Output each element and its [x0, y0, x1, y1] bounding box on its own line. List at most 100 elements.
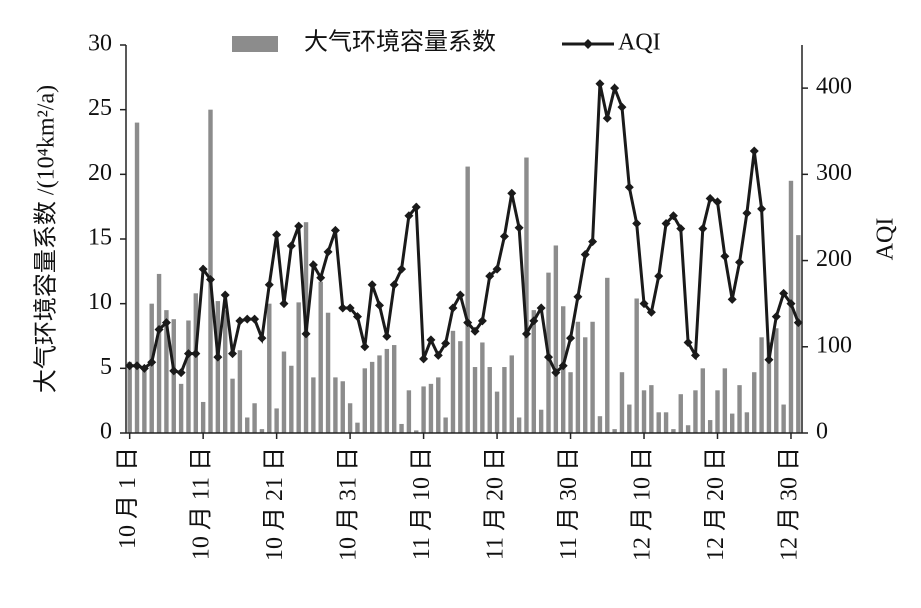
marker [419, 354, 429, 364]
bar [347, 403, 353, 433]
x-tick-label: 10 月 21 日 [262, 447, 288, 561]
legend-marker [583, 39, 593, 49]
marker [360, 342, 370, 352]
bar [391, 345, 397, 433]
marker [624, 182, 634, 192]
marker [125, 361, 135, 371]
bar [752, 372, 757, 433]
marker [661, 218, 671, 228]
marker [139, 363, 149, 373]
bar [729, 413, 735, 433]
marker [404, 211, 414, 221]
marker [742, 208, 752, 218]
bar [421, 386, 426, 433]
bar [362, 368, 368, 433]
marker [492, 264, 502, 274]
x-tick-label: 10 月 11 日 [189, 447, 215, 560]
bar [156, 273, 162, 433]
marker [566, 333, 576, 343]
marker [264, 280, 274, 290]
y-tick-label: 10 [88, 289, 112, 315]
marker [558, 361, 568, 371]
marker [580, 250, 590, 260]
marker [279, 299, 289, 309]
bar [215, 301, 221, 433]
marker [338, 303, 348, 313]
bar [428, 383, 434, 433]
bar [678, 394, 683, 433]
y2-tick-label: 0 [816, 419, 828, 445]
bar [715, 390, 720, 433]
marker [646, 307, 656, 317]
bar [722, 368, 728, 433]
marker [654, 271, 664, 281]
x-tick-label: 12 月 30 日 [776, 447, 802, 561]
bar [186, 320, 191, 433]
bar [406, 390, 412, 433]
x-tick-label: 11 月 30 日 [556, 447, 582, 560]
bar [538, 409, 544, 433]
bar [318, 281, 323, 433]
bar [774, 328, 779, 433]
bar [230, 378, 235, 433]
bar [127, 361, 132, 433]
marker [683, 337, 693, 347]
bar [641, 390, 647, 433]
marker [183, 349, 193, 359]
bar [289, 365, 294, 433]
marker [257, 333, 267, 343]
bar [259, 429, 265, 433]
marker [397, 264, 407, 274]
bar [634, 298, 639, 433]
marker [330, 225, 340, 235]
marker [169, 366, 179, 376]
bar [612, 429, 617, 433]
marker [595, 79, 605, 89]
bar [222, 310, 228, 433]
marker [727, 294, 737, 304]
marker [154, 325, 164, 335]
marker [757, 204, 767, 214]
bar [516, 417, 522, 433]
bar [443, 417, 448, 433]
marker [242, 314, 252, 324]
marker [448, 303, 458, 313]
marker [536, 303, 546, 313]
marker [477, 316, 487, 326]
marker [463, 318, 473, 328]
marker [632, 218, 642, 228]
bar [134, 122, 140, 433]
marker [191, 349, 201, 359]
bar [178, 383, 184, 433]
y-axis-label: 大气环境容量系数 /(10⁴km²/a) [33, 85, 60, 393]
bar [502, 367, 507, 433]
bar [590, 321, 595, 433]
bar [193, 293, 199, 433]
y-tick-label: 5 [100, 354, 112, 380]
bar [377, 355, 382, 433]
line [129, 83, 800, 376]
bar [627, 404, 632, 433]
marker [389, 280, 399, 290]
marker [698, 224, 708, 234]
marker [235, 316, 245, 326]
marker [213, 352, 223, 362]
bar [252, 403, 257, 433]
y2-axis-label: AQI [873, 218, 899, 261]
marker [147, 357, 157, 367]
bar [663, 412, 669, 433]
y-tick-label: 20 [88, 160, 112, 186]
marker [514, 223, 524, 233]
bar [333, 377, 338, 433]
marker [220, 290, 230, 300]
bar [274, 408, 279, 433]
marker [294, 221, 304, 231]
marker [544, 352, 553, 362]
bar [200, 401, 206, 433]
marker [470, 326, 480, 336]
bar [237, 350, 243, 433]
bar [605, 277, 610, 433]
y2-tick-label: 300 [816, 160, 852, 186]
bar [355, 422, 360, 433]
x-tick-label: 11 月 20 日 [483, 447, 509, 560]
